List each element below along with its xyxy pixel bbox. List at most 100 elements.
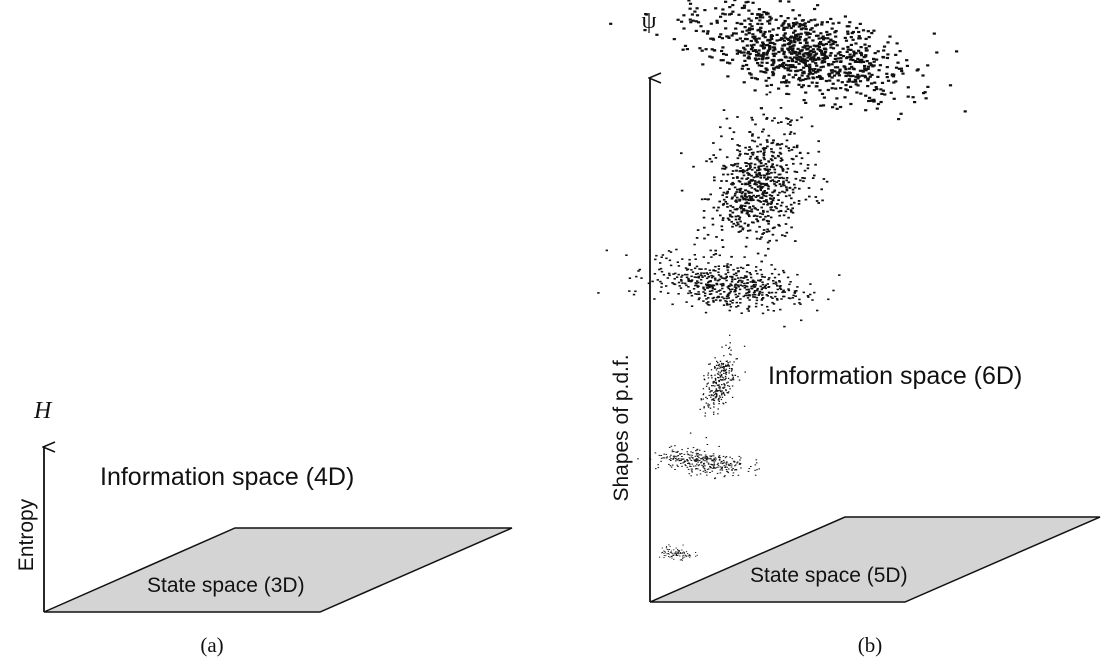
cloud-dot: [698, 457, 700, 459]
cloud-dot: [693, 276, 696, 278]
cloud-dot: [773, 43, 777, 46]
cloud-dot: [733, 361, 735, 363]
plane-label: State space (3D): [147, 574, 305, 597]
cloud-dot: [760, 304, 764, 306]
cloud-dot: [670, 445, 673, 447]
cloud-dot: [672, 455, 675, 457]
cloud-dot: [736, 267, 739, 269]
cloud-dot: [770, 165, 774, 167]
cloud-dot: [720, 460, 723, 462]
cloud-dot: [787, 149, 791, 152]
cloud-dot: [763, 176, 766, 179]
cloud-dot: [738, 189, 742, 192]
cloud-dot: [769, 17, 773, 20]
cloud-dot: [711, 398, 714, 400]
cloud-dot: [700, 272, 703, 274]
cloud-dot: [759, 70, 763, 73]
cloud-dot: [691, 271, 695, 273]
cloud-dot: [750, 195, 754, 198]
cloud-dot: [760, 288, 763, 291]
cloud-dot: [867, 36, 871, 39]
cloud-dot: [687, 447, 689, 449]
cloud-dot: [680, 462, 682, 464]
cloud-dot: [783, 32, 787, 35]
cloud-dot: [882, 45, 887, 48]
cloud-dot: [732, 378, 734, 380]
cloud-dot: [906, 86, 910, 89]
cloud-dot: [746, 183, 749, 186]
cloud-dot: [805, 44, 809, 47]
cloud-dot: [848, 53, 852, 56]
cloud-dot: [709, 465, 711, 467]
cloud-dot: [793, 132, 796, 135]
cloud-dot: [758, 200, 761, 202]
cloud-dot: [874, 86, 878, 89]
cloud-dot: [766, 184, 769, 187]
cloud-dot: [725, 360, 728, 362]
cloud-dot: [715, 382, 717, 384]
cloud-dot: [697, 275, 700, 278]
cloud-dot: [713, 403, 715, 405]
cloud-dot: [749, 273, 753, 276]
cloud-dot: [826, 88, 830, 92]
cloud-dot: [793, 170, 797, 173]
cloud-dot: [778, 0, 782, 3]
cloud-dot: [773, 168, 777, 171]
cloud-dot: [684, 273, 687, 276]
cloud-dot: [872, 89, 876, 92]
cloud-dot: [719, 276, 723, 278]
cloud-dot: [683, 551, 685, 553]
cloud-dot: [861, 69, 865, 72]
cloud-dot: [882, 56, 886, 59]
cloud-dot: [696, 229, 700, 231]
cloud-dot: [756, 145, 759, 148]
cloud-dot: [754, 59, 758, 62]
cloud-dot: [801, 71, 805, 74]
cloud-dot: [692, 465, 695, 467]
cloud-dot: [761, 281, 764, 283]
cloud-dot: [797, 78, 801, 81]
cloud-dot: [701, 63, 705, 66]
cloud-dot: [785, 26, 789, 29]
cloud-dot: [750, 162, 753, 165]
cloud-dot: [866, 79, 870, 82]
cloud-dot: [721, 374, 723, 376]
cloud-dot: [743, 287, 746, 289]
cloud-dot: [791, 50, 795, 53]
cloud-dot: [718, 380, 720, 383]
cloud-dot: [726, 75, 730, 78]
cloud-dot: [726, 35, 730, 38]
cloud-dot: [809, 28, 813, 31]
cloud-dot: [789, 69, 793, 72]
cloud-dot: [678, 460, 681, 462]
cloud-dot: [761, 193, 765, 195]
cloud-dot: [704, 456, 706, 458]
cloud-dot: [721, 12, 725, 15]
cloud-dot: [690, 456, 693, 458]
cloud-dot: [704, 268, 707, 270]
cloud-dot: [674, 445, 676, 447]
cloud-dot: [750, 46, 755, 49]
cloud-dot: [723, 465, 726, 467]
cloud-dot: [695, 460, 697, 462]
cloud-dot: [768, 194, 772, 196]
cloud-dot: [703, 375, 705, 377]
cloud-dot: [695, 468, 697, 470]
cloud-dot: [712, 154, 715, 156]
cloud-dot: [719, 469, 722, 471]
cloud-dot: [806, 164, 810, 166]
cloud-dot: [708, 458, 710, 460]
cloud-dot: [796, 37, 800, 41]
cloud-dot: [754, 182, 757, 184]
cloud-dot: [707, 284, 710, 286]
cloud-dot: [721, 346, 723, 348]
cloud-dot: [754, 189, 758, 192]
cloud-dot: [782, 52, 786, 56]
cloud-dot: [865, 60, 869, 63]
cloud-dot: [756, 181, 760, 184]
cloud-dot: [769, 203, 773, 205]
cloud-dot: [795, 146, 799, 149]
cloud-dot: [761, 56, 765, 59]
cloud-dot: [680, 278, 683, 281]
cloud-dot: [697, 453, 699, 454]
